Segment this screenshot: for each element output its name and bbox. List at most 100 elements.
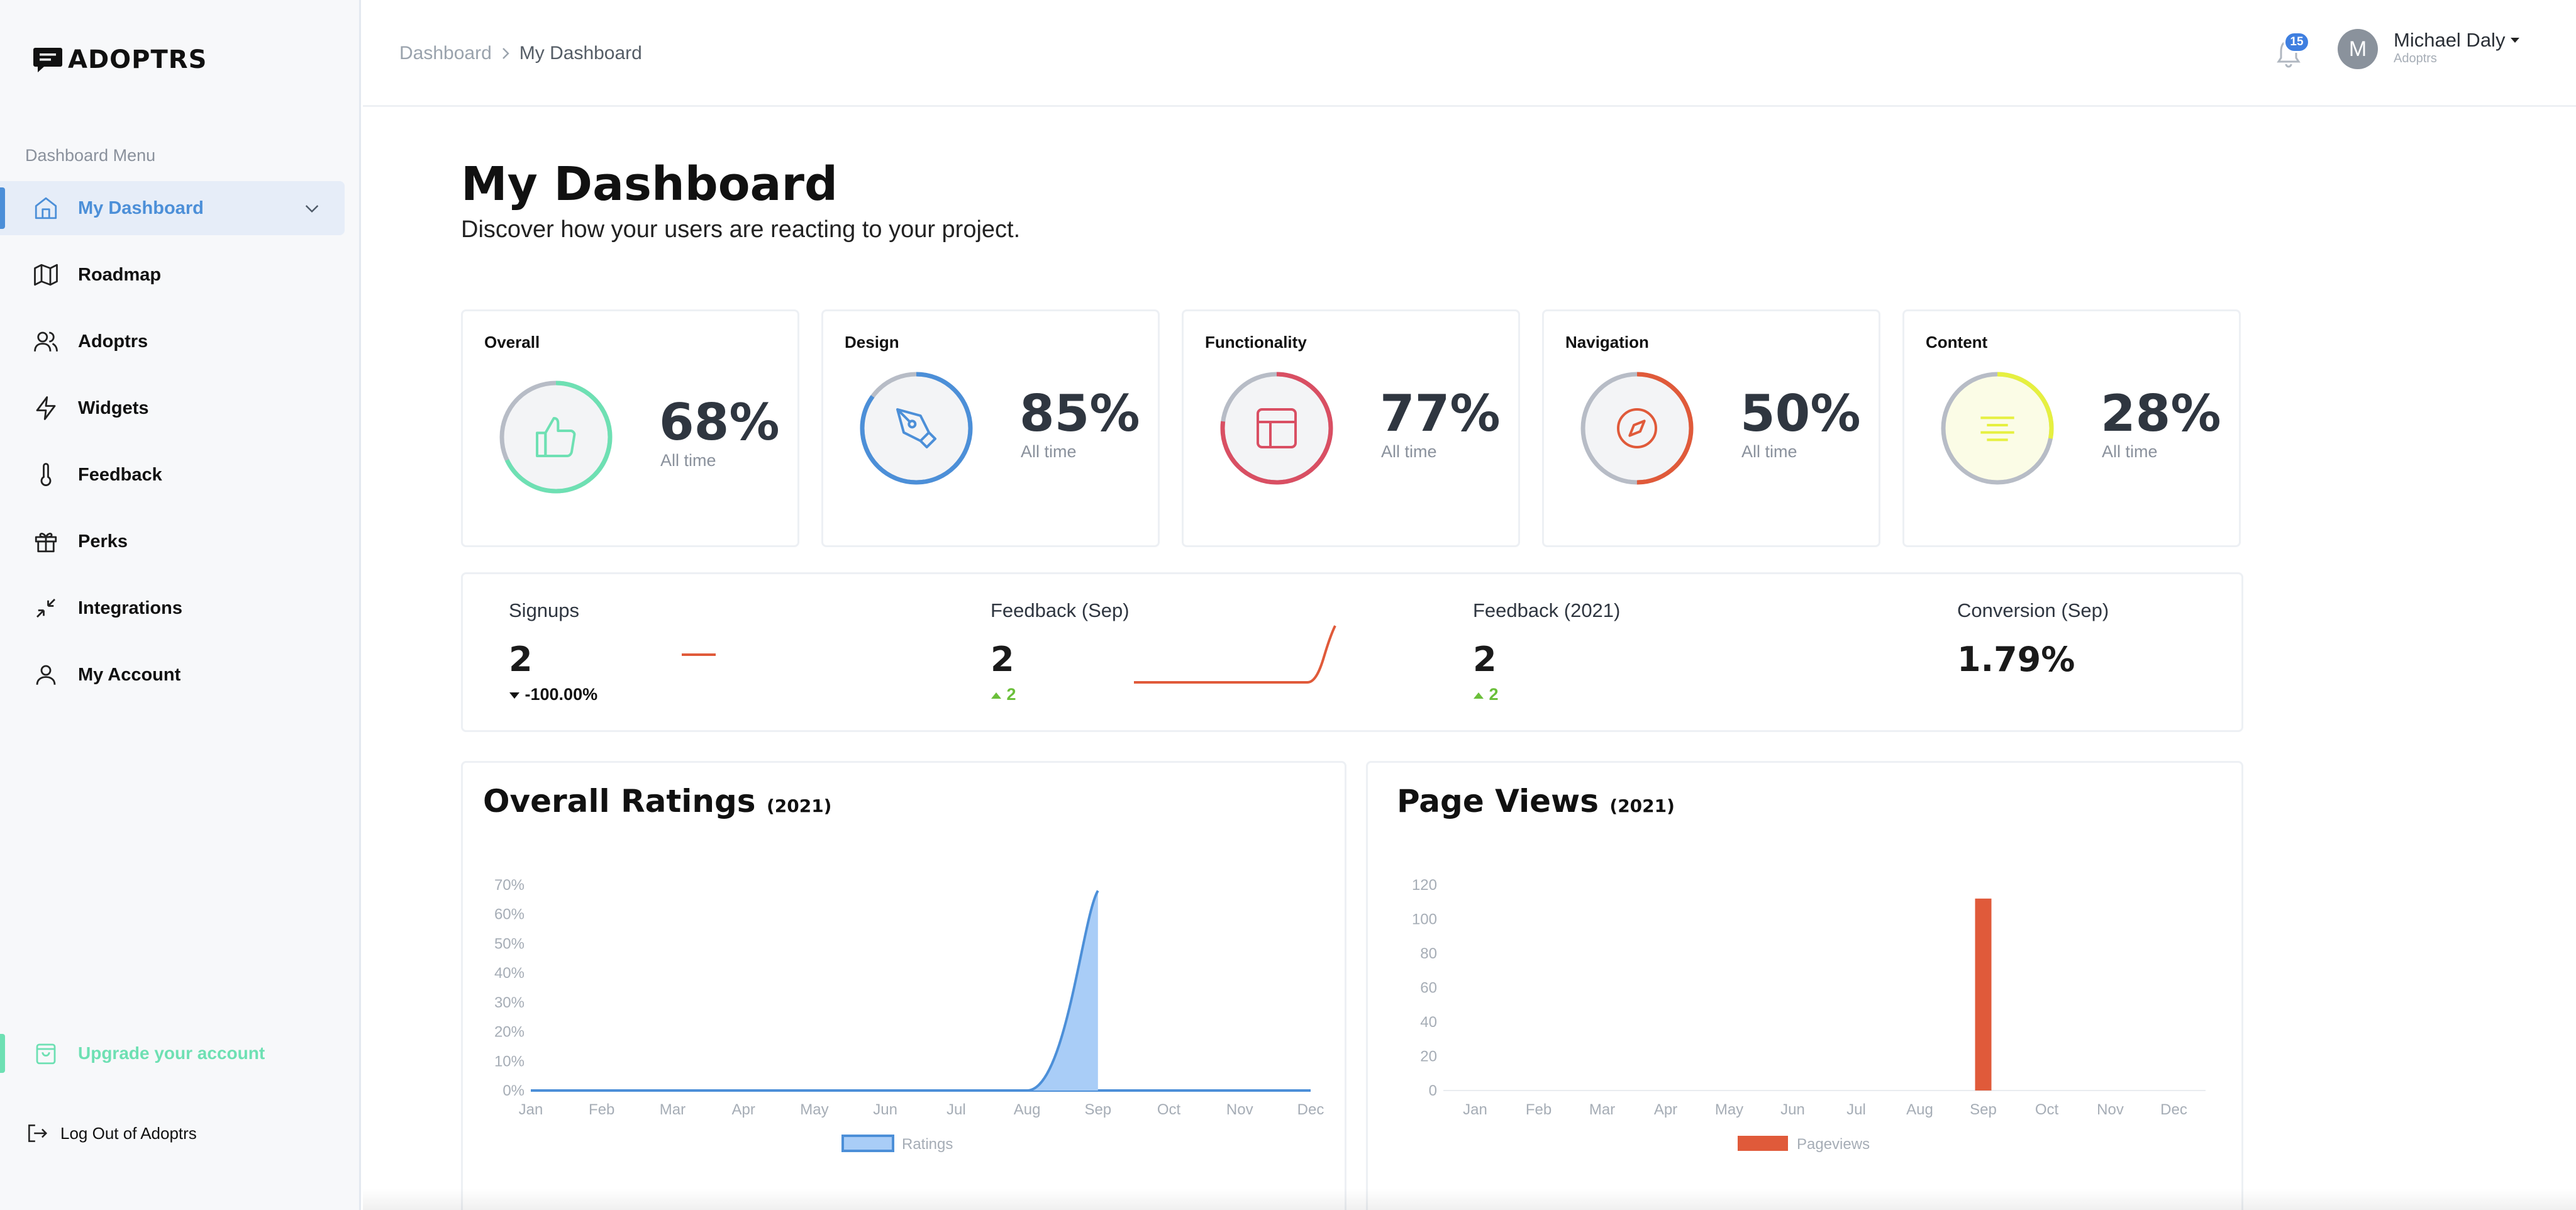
stat-delta-value: -100.00% bbox=[525, 685, 598, 704]
sidebar-item-roadmap[interactable]: Roadmap bbox=[0, 248, 361, 302]
app-logo[interactable]: ADOPTRS bbox=[33, 44, 207, 75]
sidebar-item-label: Perks bbox=[78, 531, 128, 552]
user-icon bbox=[33, 662, 59, 688]
rating-title: Functionality bbox=[1205, 333, 1307, 352]
overall-ratings-chart: 0% 10% 20% 30% 40% 50% 60% 70% Jan Feb Mar Apr May Ju… bbox=[494, 877, 1324, 1153]
x-tick-label: Apr bbox=[732, 1101, 755, 1118]
legend-swatch bbox=[841, 1135, 894, 1152]
user-org: Adoptrs bbox=[2394, 52, 2437, 65]
page-subtitle: Discover how your users are reacting to … bbox=[461, 216, 1021, 243]
map-icon bbox=[33, 262, 59, 288]
rating-value: 77% bbox=[1380, 384, 1501, 443]
page-views-chart: 0 20 40 60 80 100 120 Jan Feb Mar Apr May Jun Jul Aug S… bbox=[1412, 877, 2206, 1153]
sidebar-item-label: Integrations bbox=[78, 597, 182, 618]
page-title: My Dashboard bbox=[461, 157, 838, 211]
x-tick-label: Sep bbox=[1084, 1101, 1111, 1118]
x-tick-label: Mar bbox=[660, 1101, 686, 1118]
logout-label: Log Out of Adoptrs bbox=[60, 1123, 197, 1143]
bottom-shadow bbox=[363, 1189, 2576, 1210]
logout-button[interactable]: Log Out of Adoptrs bbox=[25, 1121, 197, 1145]
sidebar-item-my-account[interactable]: My Account bbox=[0, 648, 361, 702]
page-views-card: Page Views (2021) 0 20 40 60 80 100 120 Jan Feb M… bbox=[1366, 761, 2243, 1210]
sidebar-nav: My Dashboard Roadmap Adoptrs Widgets bbox=[0, 181, 361, 714]
sidebar-item-label: Widgets bbox=[78, 397, 149, 418]
y-tick-label: 40 bbox=[1420, 1014, 1437, 1031]
rating-ring bbox=[860, 372, 973, 485]
top-header: Dashboard My Dashboard 15 M Michael Daly… bbox=[363, 0, 2576, 107]
stat-value: 2 bbox=[509, 640, 533, 679]
compass-icon bbox=[1617, 408, 1657, 448]
ratings-line bbox=[531, 890, 1099, 1092]
x-tick-label: Dec bbox=[1297, 1101, 1324, 1118]
rating-card-overall: Overall 68% All time bbox=[461, 309, 799, 547]
shopping-bag-icon bbox=[33, 1040, 59, 1067]
x-tick-label: Aug bbox=[1906, 1101, 1933, 1118]
sidebar-item-widgets[interactable]: Widgets bbox=[0, 381, 361, 435]
y-tick-label: 80 bbox=[1420, 945, 1437, 962]
rating-ring bbox=[1941, 372, 2054, 485]
sidebar-item-label: My Account bbox=[78, 664, 181, 685]
y-tick-label: 30% bbox=[494, 994, 525, 1011]
stat-delta-value: 2 bbox=[1489, 685, 1499, 704]
rating-card-design: Design 85% All time bbox=[821, 309, 1160, 547]
overall-ratings-card: Overall Ratings (2021) 0% 10% 20% 30% 40% 50%… bbox=[461, 761, 1346, 1210]
bar bbox=[1975, 898, 1992, 1091]
rating-value: 85% bbox=[1019, 384, 1140, 443]
chart-title-year: (2021) bbox=[1609, 796, 1675, 816]
chart-title-text: Overall Ratings bbox=[483, 783, 756, 819]
stat-label: Feedback (2021) bbox=[1473, 599, 1621, 621]
y-tick-label: 10% bbox=[494, 1053, 525, 1070]
sidebar-item-perks[interactable]: Perks bbox=[0, 514, 361, 569]
chevron-right-icon bbox=[502, 48, 509, 59]
y-tick-label: 120 bbox=[1412, 877, 1437, 894]
logout-icon bbox=[25, 1121, 49, 1145]
users-icon bbox=[33, 328, 59, 355]
sidebar-item-my-dashboard[interactable]: My Dashboard bbox=[0, 181, 345, 235]
stat-delta: -100.00% bbox=[509, 685, 597, 704]
lightning-icon bbox=[33, 395, 59, 421]
caret-up-icon bbox=[991, 692, 1001, 699]
sidebar-item-integrations[interactable]: Integrations bbox=[0, 581, 361, 635]
avatar[interactable]: M bbox=[2338, 29, 2378, 69]
x-tick-label: Jun bbox=[873, 1101, 897, 1118]
sidebar-item-label: Adoptrs bbox=[78, 331, 148, 352]
x-tick-label: May bbox=[800, 1101, 828, 1118]
y-tick-label: 70% bbox=[494, 877, 525, 894]
caret-down-icon bbox=[509, 692, 519, 699]
rating-value: 68% bbox=[659, 393, 780, 452]
x-tick-label: Feb bbox=[1526, 1101, 1552, 1118]
chart-title: Overall Ratings (2021) bbox=[483, 783, 831, 819]
x-tick-label: Mar bbox=[1589, 1101, 1615, 1118]
user-menu[interactable]: Michael Daly bbox=[2394, 29, 2520, 52]
sidebar-item-feedback[interactable]: Feedback bbox=[0, 448, 361, 502]
caret-down-icon bbox=[2511, 38, 2520, 43]
stats-panel: Signups 2 -100.00% Feedback (Sep) 2 2 Fe… bbox=[461, 572, 2243, 732]
stat-value: 2 bbox=[1473, 640, 1497, 679]
x-tick-label: Jul bbox=[1846, 1101, 1866, 1118]
sidebar: ADOPTRS Dashboard Menu My Dashboard Road… bbox=[0, 0, 361, 1210]
stat-value: 1.79% bbox=[1957, 640, 2075, 679]
logo-text: ADOPTRS bbox=[68, 45, 208, 74]
signups-sparkline bbox=[682, 653, 716, 656]
home-icon bbox=[33, 195, 59, 221]
chevron-down-icon[interactable] bbox=[302, 198, 322, 218]
x-tick-label: Jun bbox=[1780, 1101, 1805, 1118]
rating-card-functionality: Functionality 77% All time bbox=[1182, 309, 1520, 547]
stat-label: Feedback (Sep) bbox=[991, 599, 1130, 621]
x-tick-label: Jan bbox=[519, 1101, 543, 1118]
collapse-arrows-icon bbox=[33, 595, 59, 621]
layout-icon bbox=[1257, 408, 1297, 448]
stat-label: Conversion (Sep) bbox=[1957, 599, 2109, 621]
x-tick-label: Apr bbox=[1654, 1101, 1677, 1118]
chat-bubble-logo-icon bbox=[33, 48, 62, 72]
sidebar-item-adoptrs[interactable]: Adoptrs bbox=[0, 314, 361, 369]
chart-title: Page Views (2021) bbox=[1397, 783, 1675, 819]
rating-value: 28% bbox=[2101, 384, 2221, 443]
upgrade-account-button[interactable]: Upgrade your account bbox=[0, 1031, 361, 1075]
legend-swatch bbox=[1738, 1136, 1788, 1151]
y-tick-label: 100 bbox=[1412, 911, 1437, 928]
rating-ring bbox=[1220, 372, 1333, 485]
breadcrumb-link-dashboard[interactable]: Dashboard bbox=[399, 43, 492, 64]
y-tick-label: 20 bbox=[1420, 1048, 1437, 1065]
chart-title-year: (2021) bbox=[766, 796, 832, 816]
